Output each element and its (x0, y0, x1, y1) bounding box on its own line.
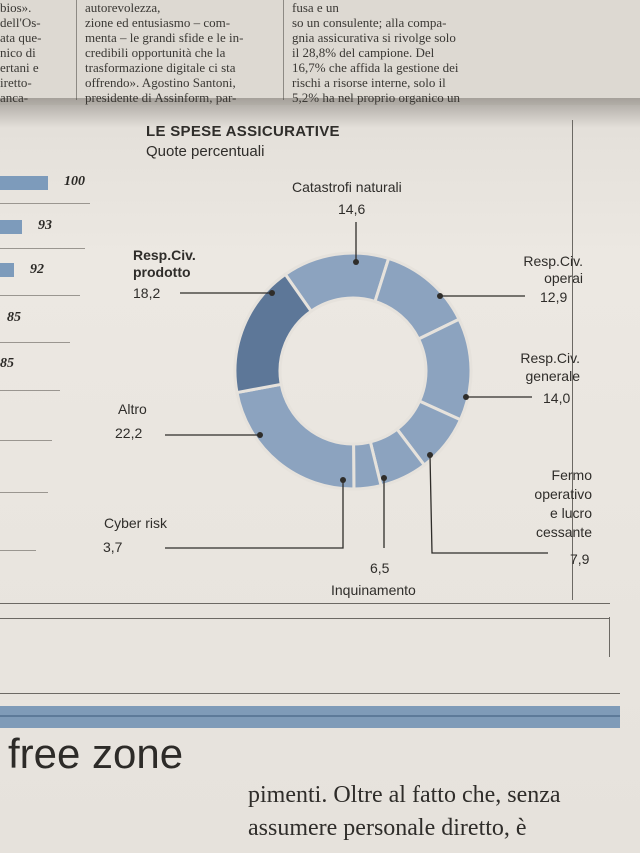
column-divider (283, 0, 284, 100)
bar-value: 85 (0, 356, 14, 371)
page-fold-shadow (0, 98, 640, 128)
value-operai: 12,9 (540, 289, 568, 305)
label-generale-2: generale (525, 368, 581, 384)
label-catastrofi: Catastrofi naturali (292, 179, 402, 195)
value-generale: 14,0 (543, 390, 571, 406)
leader-dot (353, 259, 359, 265)
leader-dot (463, 394, 469, 400)
top-article-strip: bios». dell'Os- ata que- nico di ertani … (0, 0, 640, 105)
body-text-line: assumere personale diretto, è (248, 815, 527, 841)
section-band (0, 706, 620, 728)
article-headline: free zone (8, 730, 184, 777)
leader-dot (269, 290, 275, 296)
chart-frame-right (572, 120, 573, 600)
label-fermo-3: e lucro (549, 505, 592, 521)
value-cyber: 3,7 (103, 539, 123, 555)
bar-divider (0, 440, 52, 441)
label-cyber: Cyber risk (104, 515, 168, 531)
label-prodotto: Resp.Civ. (133, 247, 196, 263)
label-inquinamento: Inquinamento (331, 582, 416, 598)
column-divider (76, 0, 77, 100)
leader-dot (427, 452, 433, 458)
leader-dot (437, 293, 443, 299)
article-column-left: bios». dell'Os- ata que- nico di ertani … (0, 0, 42, 105)
bar-value: 92 (30, 262, 44, 277)
rule (0, 693, 620, 694)
leader-dot (257, 432, 263, 438)
bar-divider (0, 492, 48, 493)
chart-title: LE SPESE ASSICURATIVE (146, 123, 340, 140)
bar (0, 176, 48, 190)
bar-divider (0, 248, 85, 249)
label-operai: Resp.Civ. (523, 253, 583, 269)
article-column-right: fusa e un so un consulente; alla compa- … (292, 0, 460, 105)
bar-value: 100 (64, 174, 85, 189)
label-fermo-2: operativo (534, 486, 592, 502)
label-prodotto-2: prodotto (133, 264, 191, 280)
bar-divider (0, 390, 60, 391)
value-catastrofi: 14,6 (338, 201, 366, 217)
label-operai-2: operai (544, 270, 583, 286)
bar-divider (0, 342, 70, 343)
rule (609, 617, 610, 657)
value-prodotto: 18,2 (133, 285, 161, 301)
leader-dot (381, 475, 387, 481)
label-generale: Resp.Civ. (520, 350, 580, 366)
label-fermo-4: cessante (535, 524, 592, 540)
bar-value: 85 (7, 310, 21, 325)
leader-line (165, 480, 344, 549)
bar-value: 93 (38, 218, 52, 233)
donut-slice (235, 382, 356, 491)
leader-line (429, 454, 548, 554)
body-text-line: pimenti. Oltre al fatto che, senza (248, 782, 561, 808)
chart-frame-bottom (0, 603, 610, 604)
bar (0, 263, 14, 277)
leader-dot (340, 477, 346, 483)
label-altro: Altro (118, 401, 147, 417)
bar (0, 220, 22, 234)
bar-divider (0, 550, 36, 551)
donut-slice (233, 272, 314, 395)
chart-subtitle: Quote percentuali (146, 143, 265, 160)
value-altro: 22,2 (115, 425, 143, 441)
rule (0, 618, 610, 619)
label-fermo: Fermo (551, 467, 592, 483)
article-column-middle: autorevolezza, zione ed entusiasmo – com… (85, 0, 244, 105)
bar-divider (0, 295, 80, 296)
value-inquinamento: 6,5 (370, 560, 390, 576)
value-fermo: 7,9 (570, 551, 590, 567)
bar-divider (0, 203, 90, 204)
